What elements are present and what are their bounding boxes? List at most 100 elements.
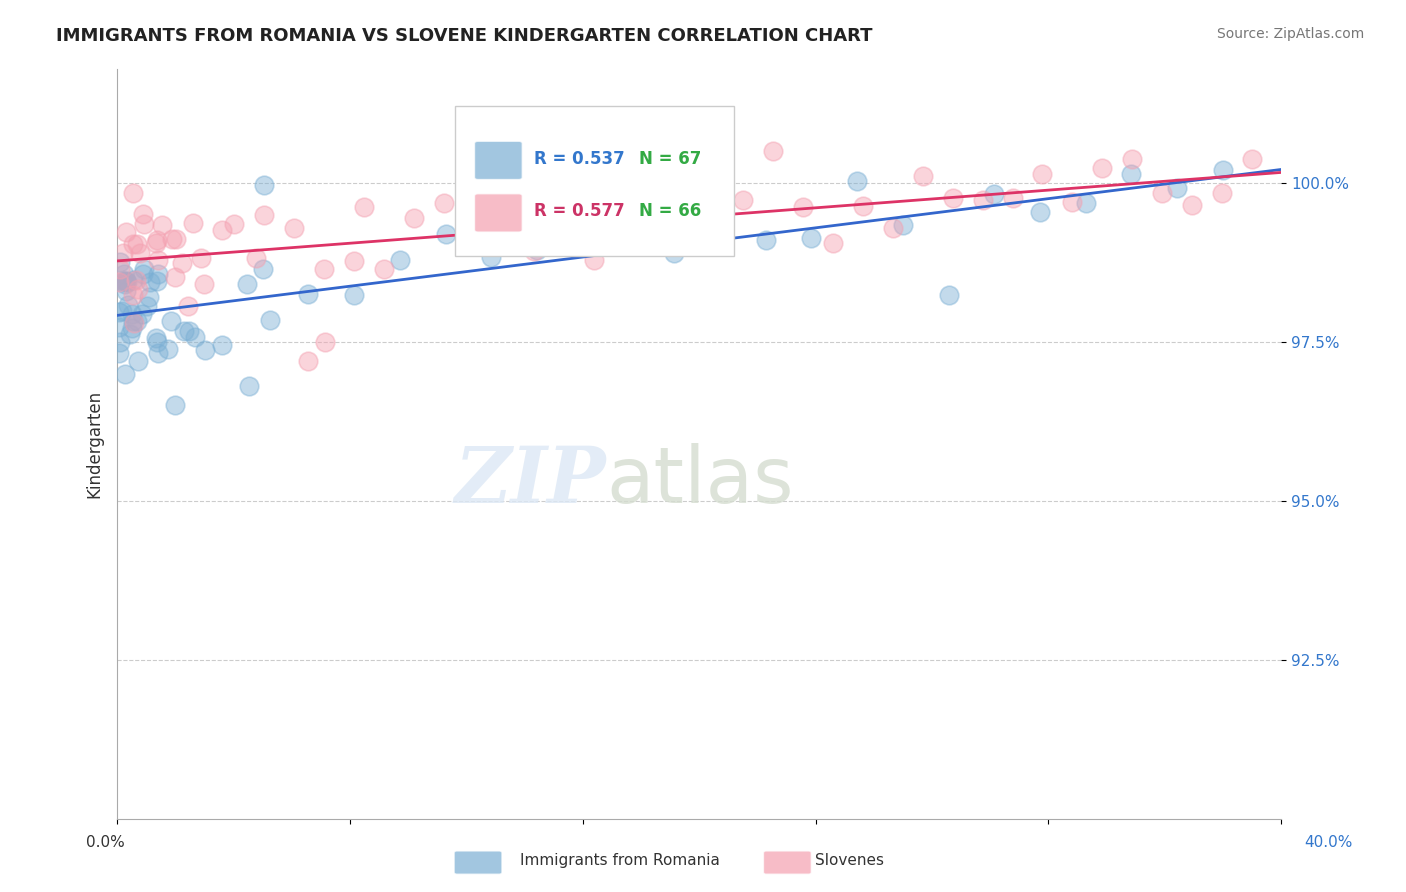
- Point: [236, 277, 259, 291]
- Point: [852, 199, 875, 213]
- Point: [792, 201, 814, 215]
- Point: [122, 287, 145, 301]
- Point: [136, 299, 159, 313]
- Point: [115, 274, 138, 288]
- Point: [115, 276, 138, 290]
- Point: [1212, 163, 1234, 178]
- Point: [402, 211, 425, 226]
- Point: [117, 297, 139, 311]
- Point: [983, 186, 1005, 201]
- Point: [1166, 181, 1188, 195]
- Text: N = 67: N = 67: [638, 150, 702, 168]
- Point: [211, 223, 233, 237]
- Point: [125, 237, 148, 252]
- Point: [128, 246, 150, 260]
- Point: [111, 246, 134, 260]
- Point: [702, 178, 724, 193]
- Point: [1062, 194, 1084, 209]
- Point: [115, 284, 138, 298]
- Point: [1121, 167, 1143, 181]
- Point: [373, 261, 395, 276]
- Point: [882, 220, 904, 235]
- Point: [612, 235, 634, 250]
- Point: [132, 262, 155, 277]
- Point: [122, 186, 145, 201]
- Point: [800, 231, 823, 245]
- Point: [1001, 191, 1024, 205]
- Point: [1181, 198, 1204, 212]
- Point: [479, 250, 502, 264]
- Text: R = 0.537: R = 0.537: [534, 150, 624, 168]
- Point: [131, 307, 153, 321]
- Point: [1091, 161, 1114, 176]
- Point: [664, 246, 686, 260]
- Point: [173, 324, 195, 338]
- Point: [571, 203, 593, 218]
- Point: [138, 275, 160, 289]
- Point: [127, 354, 149, 368]
- Point: [253, 208, 276, 222]
- Point: [433, 196, 456, 211]
- Point: [1121, 153, 1143, 167]
- Point: [972, 194, 994, 208]
- FancyBboxPatch shape: [454, 106, 734, 256]
- Point: [821, 236, 844, 251]
- Point: [111, 304, 134, 318]
- Point: [846, 174, 869, 188]
- Point: [177, 299, 200, 313]
- Point: [146, 233, 169, 247]
- Point: [127, 314, 149, 328]
- Point: [156, 342, 179, 356]
- Point: [259, 312, 281, 326]
- Point: [179, 324, 201, 338]
- Point: [672, 218, 695, 232]
- Point: [617, 235, 640, 250]
- Point: [122, 316, 145, 330]
- Point: [938, 287, 960, 301]
- Point: [762, 144, 785, 158]
- Text: R = 0.577: R = 0.577: [534, 202, 624, 220]
- Point: [733, 194, 755, 208]
- Point: [238, 379, 260, 393]
- Point: [353, 200, 375, 214]
- Point: [112, 268, 135, 282]
- Point: [108, 255, 131, 269]
- Point: [114, 367, 136, 381]
- Point: [1152, 186, 1174, 200]
- Point: [138, 290, 160, 304]
- Point: [283, 220, 305, 235]
- Point: [297, 354, 319, 368]
- Point: [146, 253, 169, 268]
- Point: [193, 277, 215, 291]
- Point: [891, 218, 914, 232]
- Point: [314, 334, 336, 349]
- Point: [122, 236, 145, 251]
- Text: 40.0%: 40.0%: [1305, 836, 1353, 850]
- Point: [553, 216, 575, 230]
- Point: [148, 346, 170, 360]
- Point: [253, 178, 276, 193]
- Point: [122, 273, 145, 287]
- Point: [190, 252, 212, 266]
- Point: [165, 270, 187, 285]
- Point: [114, 277, 136, 291]
- Point: [115, 225, 138, 239]
- Point: [146, 334, 169, 349]
- Point: [1029, 204, 1052, 219]
- Point: [125, 273, 148, 287]
- Point: [194, 343, 217, 357]
- Point: [132, 207, 155, 221]
- Point: [145, 235, 167, 250]
- Point: [146, 267, 169, 281]
- Point: [110, 261, 132, 276]
- Point: [165, 232, 187, 246]
- Text: N = 66: N = 66: [638, 202, 700, 220]
- Y-axis label: Kindergarten: Kindergarten: [86, 390, 103, 498]
- Point: [343, 254, 366, 268]
- Point: [1211, 186, 1233, 200]
- Point: [121, 321, 143, 335]
- Point: [114, 274, 136, 288]
- Point: [150, 218, 173, 232]
- Point: [160, 232, 183, 246]
- Text: ZIP: ZIP: [454, 442, 606, 519]
